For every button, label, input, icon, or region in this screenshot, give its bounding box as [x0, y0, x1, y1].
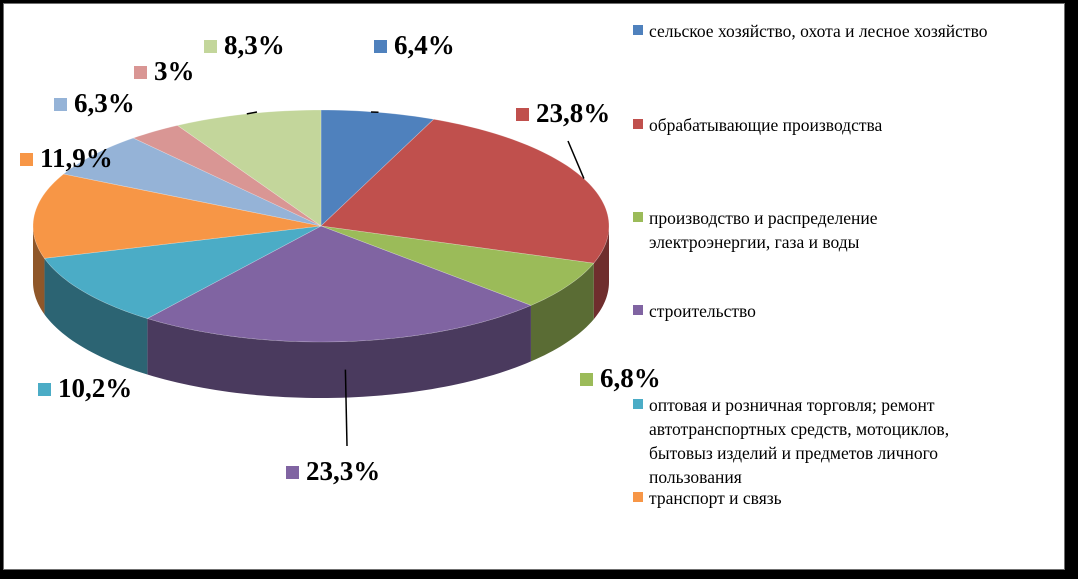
slice-8 — [176, 109, 322, 227]
data-label-3: 23,3% — [306, 456, 380, 486]
leader-line-1 — [567, 140, 585, 179]
chart-frame: 6,4% 23,8% 6,8% 23,3% 10,2% 11,9% 6,3% 3% 8,3% с… — [3, 3, 1065, 570]
pie-sides — [33, 226, 609, 398]
data-label-marker-6 — [54, 98, 67, 111]
slice-4 — [43, 225, 322, 319]
data-label-marker-3 — [286, 466, 299, 479]
data-labels: 6,4% 23,8% 6,8% 23,3% 10,2% 11,9% 6,3% 3% 8,3% — [20, 30, 661, 486]
legend-swatch-5 — [633, 492, 643, 502]
data-label-marker-5 — [20, 153, 33, 166]
data-label-marker-7 — [134, 66, 147, 79]
legend: сельское хозяйство, охота и лесное хозяй… — [633, 21, 988, 508]
leader-line-8 — [246, 111, 258, 115]
slice-2 — [320, 225, 595, 306]
data-label-1: 23,8% — [536, 98, 610, 128]
pie-chart: 6,4% 23,8% 6,8% 23,3% 10,2% 11,9% 6,3% 3% 8,3% с… — [20, 21, 988, 508]
data-label-marker-1 — [516, 108, 529, 121]
legend-swatch-2 — [633, 212, 643, 222]
data-label-5: 11,9% — [40, 143, 113, 173]
data-label-6: 6,3% — [74, 88, 135, 118]
legend-swatch-3 — [633, 305, 643, 315]
legend-item-3: строительство — [649, 301, 756, 321]
legend-item-5: транспорт и связь — [649, 488, 782, 508]
slice-side-4 — [44, 258, 148, 375]
legend-swatch-0 — [633, 25, 643, 35]
slice-side-2 — [530, 263, 594, 362]
data-label-7: 3% — [154, 56, 195, 86]
data-label-8: 8,3% — [224, 30, 285, 60]
data-label-0: 6,4% — [394, 30, 455, 60]
data-label-marker-4 — [38, 383, 51, 396]
legend-item-4: оптовая и розничная торговля; ремонт авто… — [649, 395, 949, 487]
slice-0 — [320, 109, 435, 227]
legend-swatch-1 — [633, 119, 643, 129]
legend-item-1: обрабатывающие производства — [649, 115, 883, 135]
data-label-marker-0 — [374, 40, 387, 53]
pie-slices — [32, 109, 610, 343]
data-label-marker-2 — [580, 373, 593, 386]
legend-item-0: сельское хозяйство, охота и лесное хозяй… — [649, 21, 988, 41]
legend-swatch-4 — [633, 399, 643, 409]
data-label-marker-8 — [204, 40, 217, 53]
slice-side-5 — [33, 226, 45, 315]
slice-7 — [132, 125, 322, 227]
slice-5 — [32, 173, 322, 259]
data-label-4: 10,2% — [58, 373, 132, 403]
slice-6 — [62, 137, 322, 227]
data-label-2: 6,8% — [600, 363, 661, 393]
slice-side-1 — [593, 226, 609, 320]
leader-lines — [246, 111, 585, 447]
legend-item-2: производство и распределение электроэнерг… — [649, 208, 878, 252]
slice-side-3 — [147, 305, 531, 398]
slice-3 — [146, 225, 532, 343]
leader-line-3 — [344, 369, 348, 447]
